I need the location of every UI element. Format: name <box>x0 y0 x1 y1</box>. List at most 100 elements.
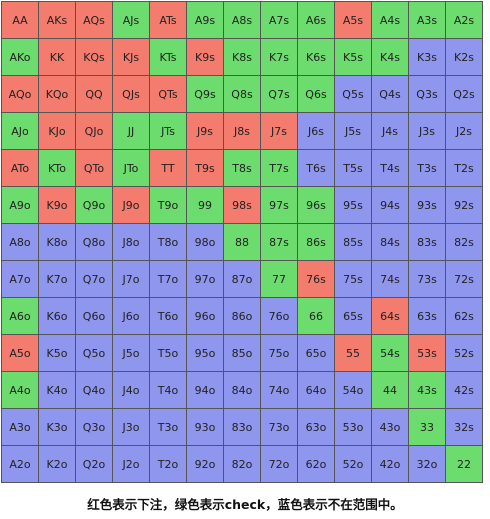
hand-range-grid: AA AKs AQs AJs ATs A9s A8s A7s A6s A5s A4s A3s A2s AK… <box>1 1 483 483</box>
hand-cell-98o: 98o <box>187 224 224 261</box>
hand-cell-53s: 53s <box>409 335 446 372</box>
hand-cell-t6s: T6s <box>298 150 335 187</box>
hand-cell-72o: 72o <box>261 446 298 483</box>
hand-cell-52s: 52s <box>446 335 483 372</box>
hand-cell-k7o: K7o <box>39 261 76 298</box>
hand-cell-t8o: T8o <box>150 224 187 261</box>
hand-cell-ajo: AJo <box>2 113 39 150</box>
hand-cell-k6o: K6o <box>39 298 76 335</box>
hand-cell-a9s: A9s <box>187 2 224 39</box>
hand-cell-q2s: Q2s <box>446 76 483 113</box>
hand-cell-93o: 93o <box>187 409 224 446</box>
hand-cell-j7o: J7o <box>113 261 150 298</box>
hand-cell-t7o: T7o <box>150 261 187 298</box>
hand-cell-74o: 74o <box>261 372 298 409</box>
hand-cell-k2s: K2s <box>446 39 483 76</box>
hand-cell-83o: 83o <box>224 409 261 446</box>
hand-cell-54s: 54s <box>372 335 409 372</box>
hand-cell-77: 77 <box>261 261 298 298</box>
legend-caption: 红色表示下注，绿色表示check，蓝色表示不在范围中。 <box>87 496 403 512</box>
hand-cell-32o: 32o <box>409 446 446 483</box>
hand-cell-j9o: J9o <box>113 187 150 224</box>
hand-cell-kts: KTs <box>150 39 187 76</box>
hand-cell-t9s: T9s <box>187 150 224 187</box>
hand-cell-85s: 85s <box>335 224 372 261</box>
hand-cell-kk: KK <box>39 39 76 76</box>
hand-cell-j7s: J7s <box>261 113 298 150</box>
hand-cell-t6o: T6o <box>150 298 187 335</box>
hand-cell-96o: 96o <box>187 298 224 335</box>
hand-cell-a7o: A7o <box>2 261 39 298</box>
hand-cell-j5s: J5s <box>335 113 372 150</box>
hand-cell-kto: KTo <box>39 150 76 187</box>
hand-cell-64o: 64o <box>298 372 335 409</box>
hand-cell-53o: 53o <box>335 409 372 446</box>
hand-cell-q8o: Q8o <box>76 224 113 261</box>
hand-cell-94s: 94s <box>372 187 409 224</box>
hand-cell-22: 22 <box>446 446 483 483</box>
hand-cell-t3s: T3s <box>409 150 446 187</box>
hand-cell-99: 99 <box>187 187 224 224</box>
hand-cell-t2o: T2o <box>150 446 187 483</box>
hand-cell-t4s: T4s <box>372 150 409 187</box>
hand-cell-a7s: A7s <box>261 2 298 39</box>
hand-cell-t5s: T5s <box>335 150 372 187</box>
hand-cell-t2s: T2s <box>446 150 483 187</box>
hand-cell-95o: 95o <box>187 335 224 372</box>
hand-cell-a2o: A2o <box>2 446 39 483</box>
hand-cell-ato: ATo <box>2 150 39 187</box>
hand-cell-k2o: K2o <box>39 446 76 483</box>
hand-cell-q4o: Q4o <box>76 372 113 409</box>
hand-cell-qjs: QJs <box>113 76 150 113</box>
hand-cell-a6s: A6s <box>298 2 335 39</box>
hand-cell-q5s: Q5s <box>335 76 372 113</box>
hand-cell-q2o: Q2o <box>76 446 113 483</box>
hand-cell-q5o: Q5o <box>76 335 113 372</box>
hand-cell-62s: 62s <box>446 298 483 335</box>
hand-cell-74s: 74s <box>372 261 409 298</box>
hand-cell-ats: ATs <box>150 2 187 39</box>
hand-cell-q6o: Q6o <box>76 298 113 335</box>
hand-cell-j5o: J5o <box>113 335 150 372</box>
hand-cell-aks: AKs <box>39 2 76 39</box>
hand-cell-aa: AA <box>2 2 39 39</box>
hand-cell-j4s: J4s <box>372 113 409 150</box>
hand-cell-ako: AKo <box>2 39 39 76</box>
hand-cell-j6o: J6o <box>113 298 150 335</box>
hand-cell-k8s: K8s <box>224 39 261 76</box>
hand-cell-k8o: K8o <box>39 224 76 261</box>
hand-cell-q3s: Q3s <box>409 76 446 113</box>
hand-cell-43s: 43s <box>409 372 446 409</box>
hand-cell-65o: 65o <box>298 335 335 372</box>
hand-cell-32s: 32s <box>446 409 483 446</box>
hand-cell-65s: 65s <box>335 298 372 335</box>
hand-cell-72s: 72s <box>446 261 483 298</box>
hand-cell-k9o: K9o <box>39 187 76 224</box>
hand-cell-97s: 97s <box>261 187 298 224</box>
hand-cell-73o: 73o <box>261 409 298 446</box>
hand-cell-92o: 92o <box>187 446 224 483</box>
hand-cell-42o: 42o <box>372 446 409 483</box>
hand-cell-k5s: K5s <box>335 39 372 76</box>
hand-cell-44: 44 <box>372 372 409 409</box>
hand-cell-t3o: T3o <box>150 409 187 446</box>
hand-cell-54o: 54o <box>335 372 372 409</box>
hand-cell-64s: 64s <box>372 298 409 335</box>
hand-cell-q9o: Q9o <box>76 187 113 224</box>
hand-cell-ajs: AJs <box>113 2 150 39</box>
hand-cell-63s: 63s <box>409 298 446 335</box>
hand-cell-76s: 76s <box>298 261 335 298</box>
hand-cell-t4o: T4o <box>150 372 187 409</box>
hand-cell-t7s: T7s <box>261 150 298 187</box>
hand-cell-j8o: J8o <box>113 224 150 261</box>
hand-cell-a3o: A3o <box>2 409 39 446</box>
hand-cell-85o: 85o <box>224 335 261 372</box>
hand-cell-kqs: KQs <box>76 39 113 76</box>
hand-cell-k6s: K6s <box>298 39 335 76</box>
hand-cell-k9s: K9s <box>187 39 224 76</box>
hand-cell-j8s: J8s <box>224 113 261 150</box>
hand-cell-86s: 86s <box>298 224 335 261</box>
hand-cell-jts: JTs <box>150 113 187 150</box>
hand-cell-q8s: Q8s <box>224 76 261 113</box>
hand-cell-j3s: J3s <box>409 113 446 150</box>
